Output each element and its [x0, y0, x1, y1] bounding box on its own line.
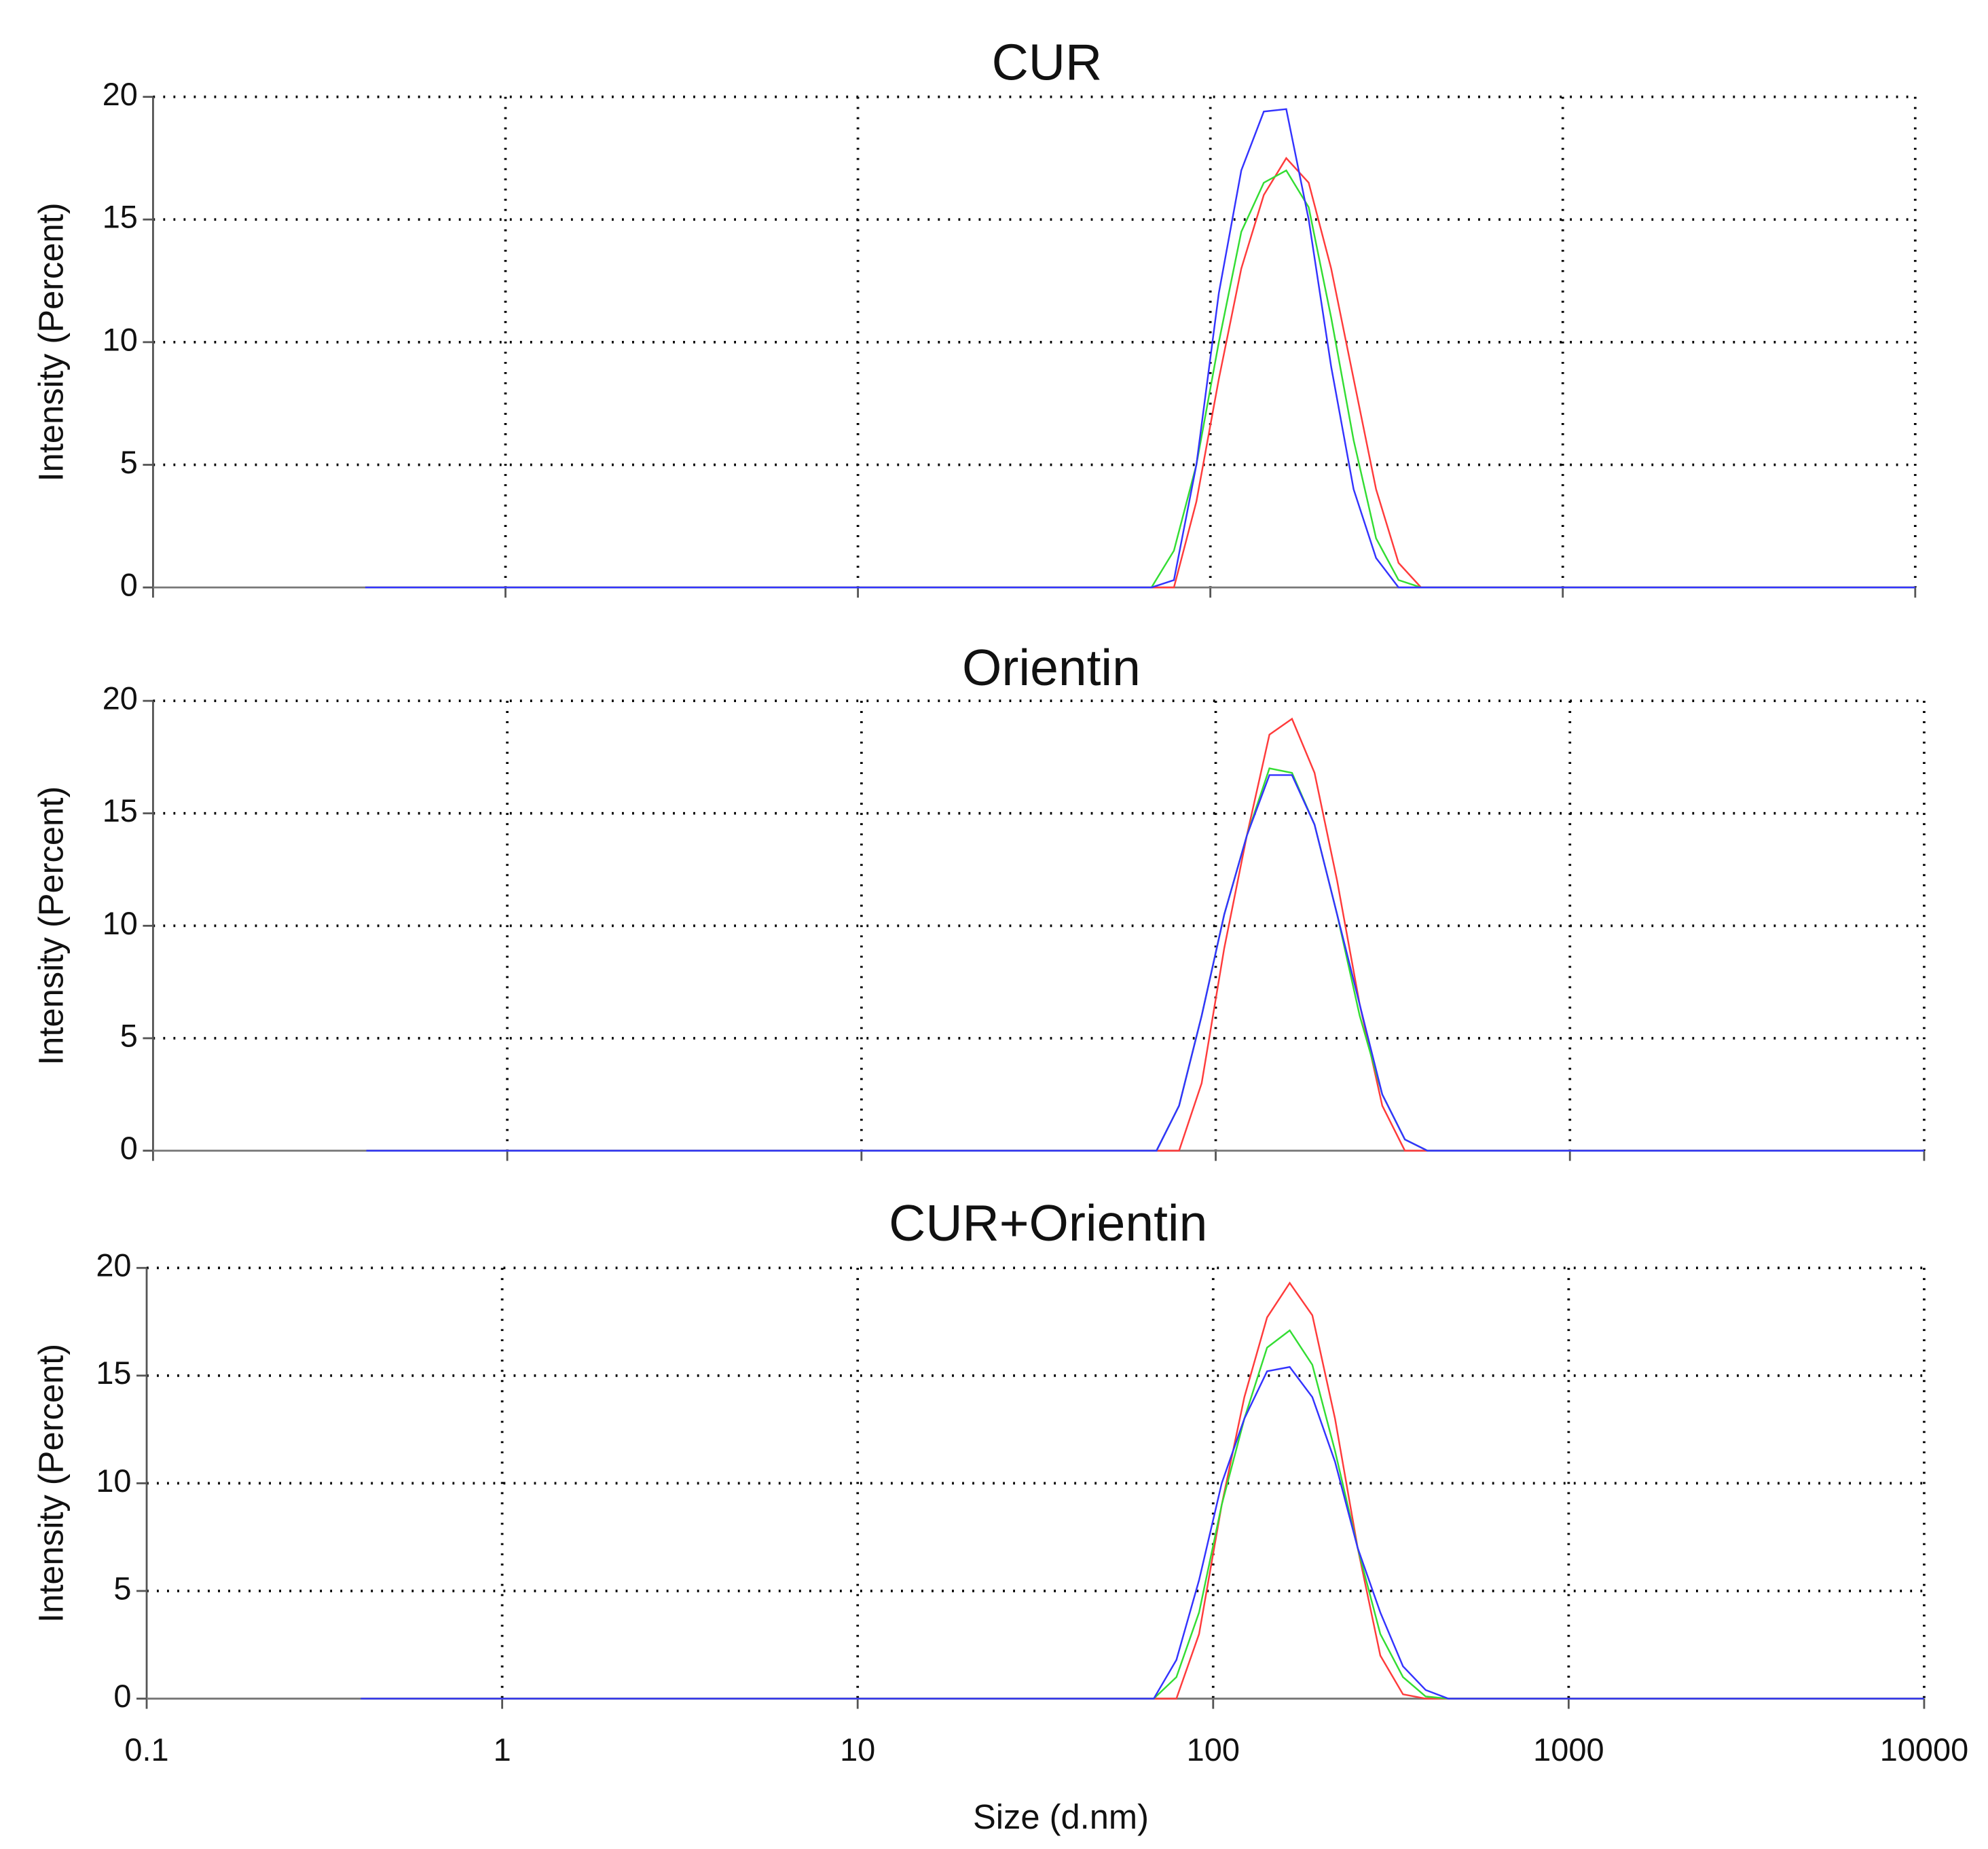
- y-tick-label: 0: [120, 568, 138, 603]
- x-tick-label: 10: [840, 1732, 875, 1768]
- series-line: [361, 1366, 1924, 1700]
- y-axis-label: Intensity (Percent): [31, 202, 70, 481]
- x-axis-label: Size (d.nm): [973, 1797, 1149, 1836]
- y-tick-label: 20: [103, 77, 138, 112]
- y-tick-label: 20: [96, 1248, 131, 1283]
- series-line: [365, 108, 1915, 589]
- panel: CUR Intensity (Percent) 0 5 10 15 20: [31, 33, 1917, 603]
- y-tick-label: 20: [103, 681, 138, 716]
- y-tick-label: 15: [103, 793, 138, 828]
- series-line: [366, 767, 1924, 1152]
- y-tick-label: 15: [96, 1355, 131, 1391]
- series-line: [365, 156, 1915, 589]
- y-tick-label: 5: [113, 1571, 131, 1606]
- y-tick-label: 10: [103, 322, 138, 357]
- series-line: [366, 717, 1924, 1152]
- y-axis-label: Intensity (Percent): [31, 1344, 70, 1623]
- series-line: [365, 169, 1915, 589]
- series-line: [366, 774, 1924, 1152]
- panel: CUR+Orientin Intensity (Percent) 0 5 10 15 20 0…: [31, 1194, 1968, 1836]
- x-tick-label: 1: [494, 1732, 511, 1768]
- series-line: [361, 1329, 1924, 1700]
- y-tick-label: 10: [96, 1463, 131, 1499]
- chart-title: Orientin: [962, 639, 1141, 696]
- panel: Orientin Intensity (Percent) 0 5 10 15 20: [31, 639, 1926, 1166]
- chart-title: CUR: [992, 33, 1103, 90]
- x-tick-label: 0.1: [124, 1732, 168, 1768]
- chart-title: CUR+Orientin: [889, 1194, 1207, 1251]
- y-axis-label: Intensity (Percent): [31, 786, 70, 1065]
- x-tick-label: 10000: [1880, 1732, 1968, 1768]
- y-tick-label: 0: [113, 1679, 131, 1714]
- y-tick-label: 5: [120, 1018, 138, 1053]
- x-tick-label: 100: [1187, 1732, 1240, 1768]
- x-tick-label: 1000: [1533, 1732, 1604, 1768]
- series-line: [361, 1281, 1924, 1700]
- y-tick-label: 10: [103, 906, 138, 941]
- y-tick-label: 5: [120, 445, 138, 480]
- y-tick-label: 15: [103, 200, 138, 235]
- y-tick-label: 0: [120, 1131, 138, 1166]
